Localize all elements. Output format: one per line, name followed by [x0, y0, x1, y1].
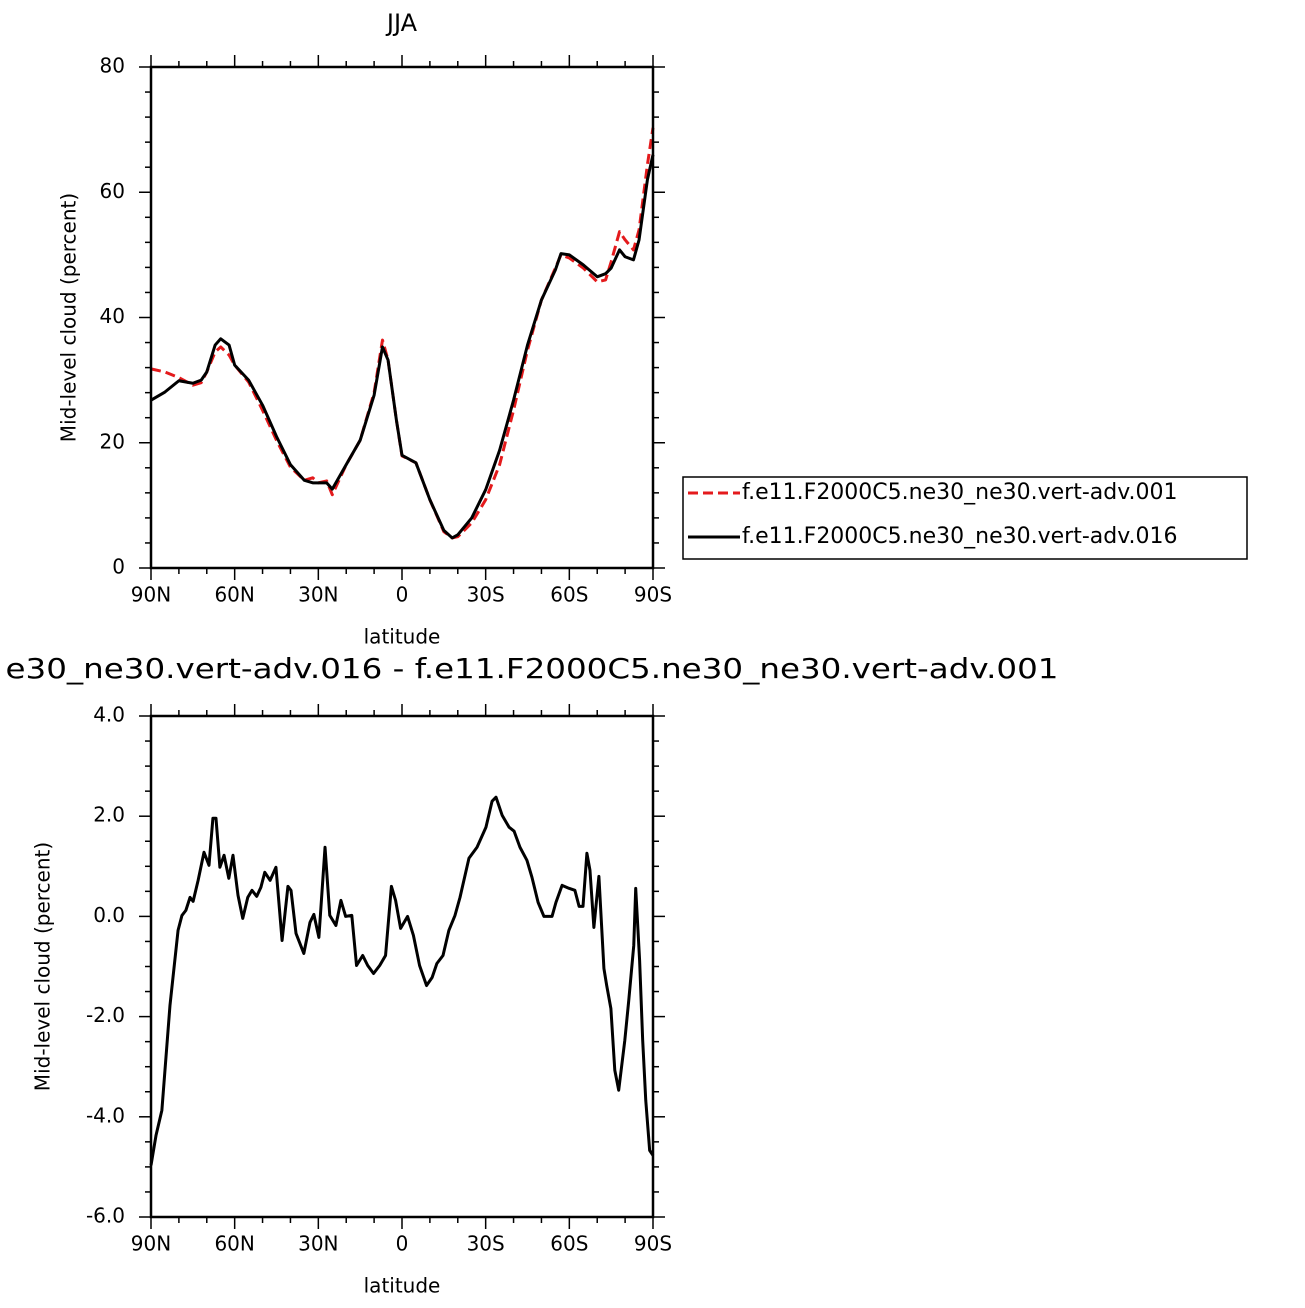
x-tick-label: 0: [396, 583, 409, 607]
y-tick-label: 40: [100, 304, 125, 328]
y-tick-label: 60: [100, 179, 125, 203]
x-axis-label: latitude: [364, 1274, 441, 1298]
y-tick-label: -6.0: [86, 1204, 125, 1228]
chart-title: JJA: [385, 9, 418, 37]
x-tick-label: 90N: [131, 583, 171, 607]
y-tick-label: 80: [100, 54, 125, 78]
x-tick-label: 30N: [298, 1232, 338, 1256]
x-tick-label: 30N: [298, 583, 338, 607]
x-tick-label: 60S: [550, 583, 588, 607]
y-tick-label: -2.0: [86, 1003, 125, 1027]
y-tick-label: 20: [100, 429, 125, 453]
y-axis-label: Mid-level cloud (percent): [57, 193, 81, 442]
x-tick-label: 0: [396, 1232, 409, 1256]
x-tick-label: 30S: [467, 583, 505, 607]
chart-title: e30_ne30.vert-adv.016 - f.e11.F2000C5.ne…: [6, 652, 1059, 685]
y-tick-label: 0: [112, 555, 125, 579]
data-line: [149, 795, 655, 1166]
data-line: [150, 154, 655, 540]
plot-frame: [149, 65, 655, 570]
legend-label: f.e11.F2000C5.ne30_ne30.vert-adv.016: [742, 524, 1178, 549]
x-tick-label: 60N: [214, 1232, 254, 1256]
x-tick-label: 90S: [634, 583, 672, 607]
x-axis-label: latitude: [364, 625, 441, 649]
x-tick-label: 30S: [467, 1232, 505, 1256]
y-axis-label: Mid-level cloud (percent): [31, 842, 55, 1091]
legend-label: f.e11.F2000C5.ne30_ne30.vert-adv.001: [742, 480, 1178, 505]
x-tick-label: 60N: [214, 583, 254, 607]
data-line: [150, 127, 655, 540]
y-tick-label: 4.0: [93, 703, 125, 727]
x-tick-label: 60S: [550, 1232, 588, 1256]
y-tick-label: 0.0: [93, 903, 125, 927]
plot-frame: [149, 714, 655, 1219]
legend-box: [682, 476, 1248, 560]
y-tick-label: 2.0: [93, 803, 125, 827]
x-tick-label: 90N: [131, 1232, 171, 1256]
y-tick-label: -4.0: [86, 1103, 125, 1127]
x-tick-label: 90S: [634, 1232, 672, 1256]
